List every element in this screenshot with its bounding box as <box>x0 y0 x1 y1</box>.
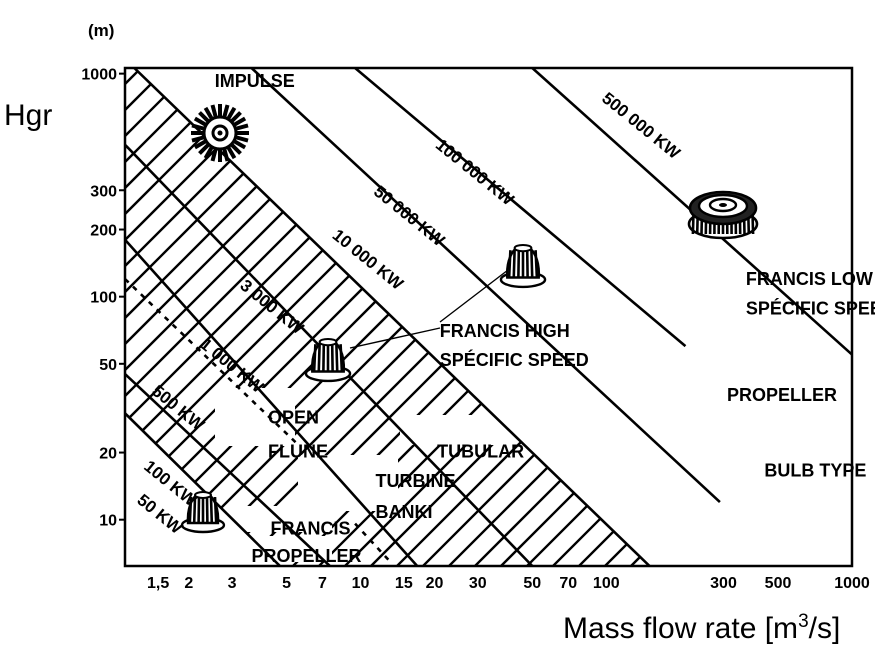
x-tick-label: 7 <box>318 575 327 592</box>
hatch-stroke <box>0 56 23 576</box>
y-tick-label: 300 <box>90 183 117 200</box>
hatch-stroke <box>125 68 154 566</box>
francis-high-speed-runner-icon <box>499 243 547 289</box>
power-line-50-kw <box>125 412 281 566</box>
region-label-impulse: IMPULSE <box>215 71 295 91</box>
region-label-francis-high: FRANCIS HIGH <box>440 321 570 341</box>
x-tick-label: 3 <box>228 575 237 592</box>
power-label-3-000-kw: 3 000 KW <box>236 276 307 339</box>
x-tick-label: 1,5 <box>147 575 169 592</box>
hatch-stroke <box>125 68 284 566</box>
impulse-wheel-icon <box>191 104 249 162</box>
power-label-50-000-kw: 50 000 KW <box>370 182 449 251</box>
region-label-propeller: PROPELLER <box>727 385 837 405</box>
hatched-operating-region <box>0 56 650 576</box>
x-tick-label: 20 <box>426 575 444 592</box>
region-label-open: OPEN <box>268 407 319 427</box>
label-backdrop <box>232 506 332 532</box>
x-tick-label: 100 <box>593 575 620 592</box>
power-label-500-kw: 500 KW <box>148 381 208 435</box>
x-tick-label: 300 <box>710 575 737 592</box>
leader-line <box>439 269 509 323</box>
y-tick-label: 1000 <box>81 67 117 84</box>
y-axis-title: Hgr <box>4 99 52 132</box>
region-labels: IMPULSE OPEN FLUNE TUBULAR TURBINE BANKI FRANC… <box>215 71 875 566</box>
region-label-tubular: TUBULAR <box>437 442 524 462</box>
region-label-banki: BANKI <box>375 502 432 522</box>
axis-ticks: 1,5 2 3 5 7 10 15 20 30 50 70 100 300 500 1000 1000 300 2… <box>81 67 869 592</box>
region-label-propeller: PROPELLER <box>252 546 362 566</box>
hatch-stroke <box>438 68 650 566</box>
power-line-500-kw <box>125 278 298 445</box>
x-tick-label: 2 <box>184 575 193 592</box>
hatch-stroke <box>412 68 650 566</box>
x-tick-label: 50 <box>523 575 541 592</box>
power-line-50-000-kw <box>250 68 721 503</box>
label-backdrop <box>400 415 510 445</box>
hatch-stroke <box>464 68 650 566</box>
region-label-bulb-type: BULB TYPE <box>764 461 866 481</box>
francis-low-speed-runner-icon <box>687 190 759 240</box>
y-tick-label: 200 <box>90 223 117 240</box>
y-unit-label: (m) <box>88 21 114 40</box>
turbine-icons <box>180 104 759 534</box>
x-tick-label: 30 <box>469 575 487 592</box>
power-line-100-kw <box>125 373 331 566</box>
region-label-sp-cific-speed: SPÉCIFIC SPEED <box>440 349 589 370</box>
y-tick-label: 20 <box>99 446 117 463</box>
power-line-dashed-tail <box>354 522 390 561</box>
x-axis-title: Mass flow rate [m3/s] <box>563 611 840 645</box>
y-tick-label: 10 <box>99 513 117 530</box>
hatch-stroke <box>0 56 75 576</box>
y-tick-label: 100 <box>90 290 117 307</box>
francis-high-speed-runner-icon <box>304 337 352 383</box>
power-line-1-000-kw <box>125 238 419 566</box>
y-tick-label: 50 <box>99 357 117 374</box>
power-line-100-000-kw <box>354 68 687 348</box>
x-tick-label: 5 <box>282 575 291 592</box>
region-label-francis-low: FRANCIS LOW <box>746 269 873 289</box>
x-tick-label: 1000 <box>834 575 870 592</box>
x-tick-label: 10 <box>352 575 370 592</box>
x-tick-label: 500 <box>765 575 792 592</box>
plot-frame <box>123 66 854 568</box>
francis-propeller-runner-icon <box>180 491 226 534</box>
region-label-francis: FRANCIS <box>270 518 350 538</box>
region-label-flune: FLUNE <box>268 442 328 462</box>
hatch-stroke <box>125 68 232 566</box>
label-backdrop <box>298 455 398 511</box>
hatch-stroke <box>125 68 128 566</box>
label-backdrop <box>215 388 295 446</box>
leader-line <box>349 327 441 349</box>
hatch-stroke <box>0 56 101 576</box>
hatch-stroke <box>125 68 258 566</box>
region-label-turbine: TURBINE <box>375 471 455 491</box>
hatch-stroke <box>0 56 49 576</box>
power-label-500-000-kw: 500 000 KW <box>598 89 684 164</box>
region-label-sp-cific-speed: SPÉCIFIC SPEED <box>746 298 875 319</box>
x-tick-label: 70 <box>559 575 577 592</box>
x-tick-label: 15 <box>395 575 413 592</box>
power-label-100-000-kw: 100 000 KW <box>432 135 518 210</box>
